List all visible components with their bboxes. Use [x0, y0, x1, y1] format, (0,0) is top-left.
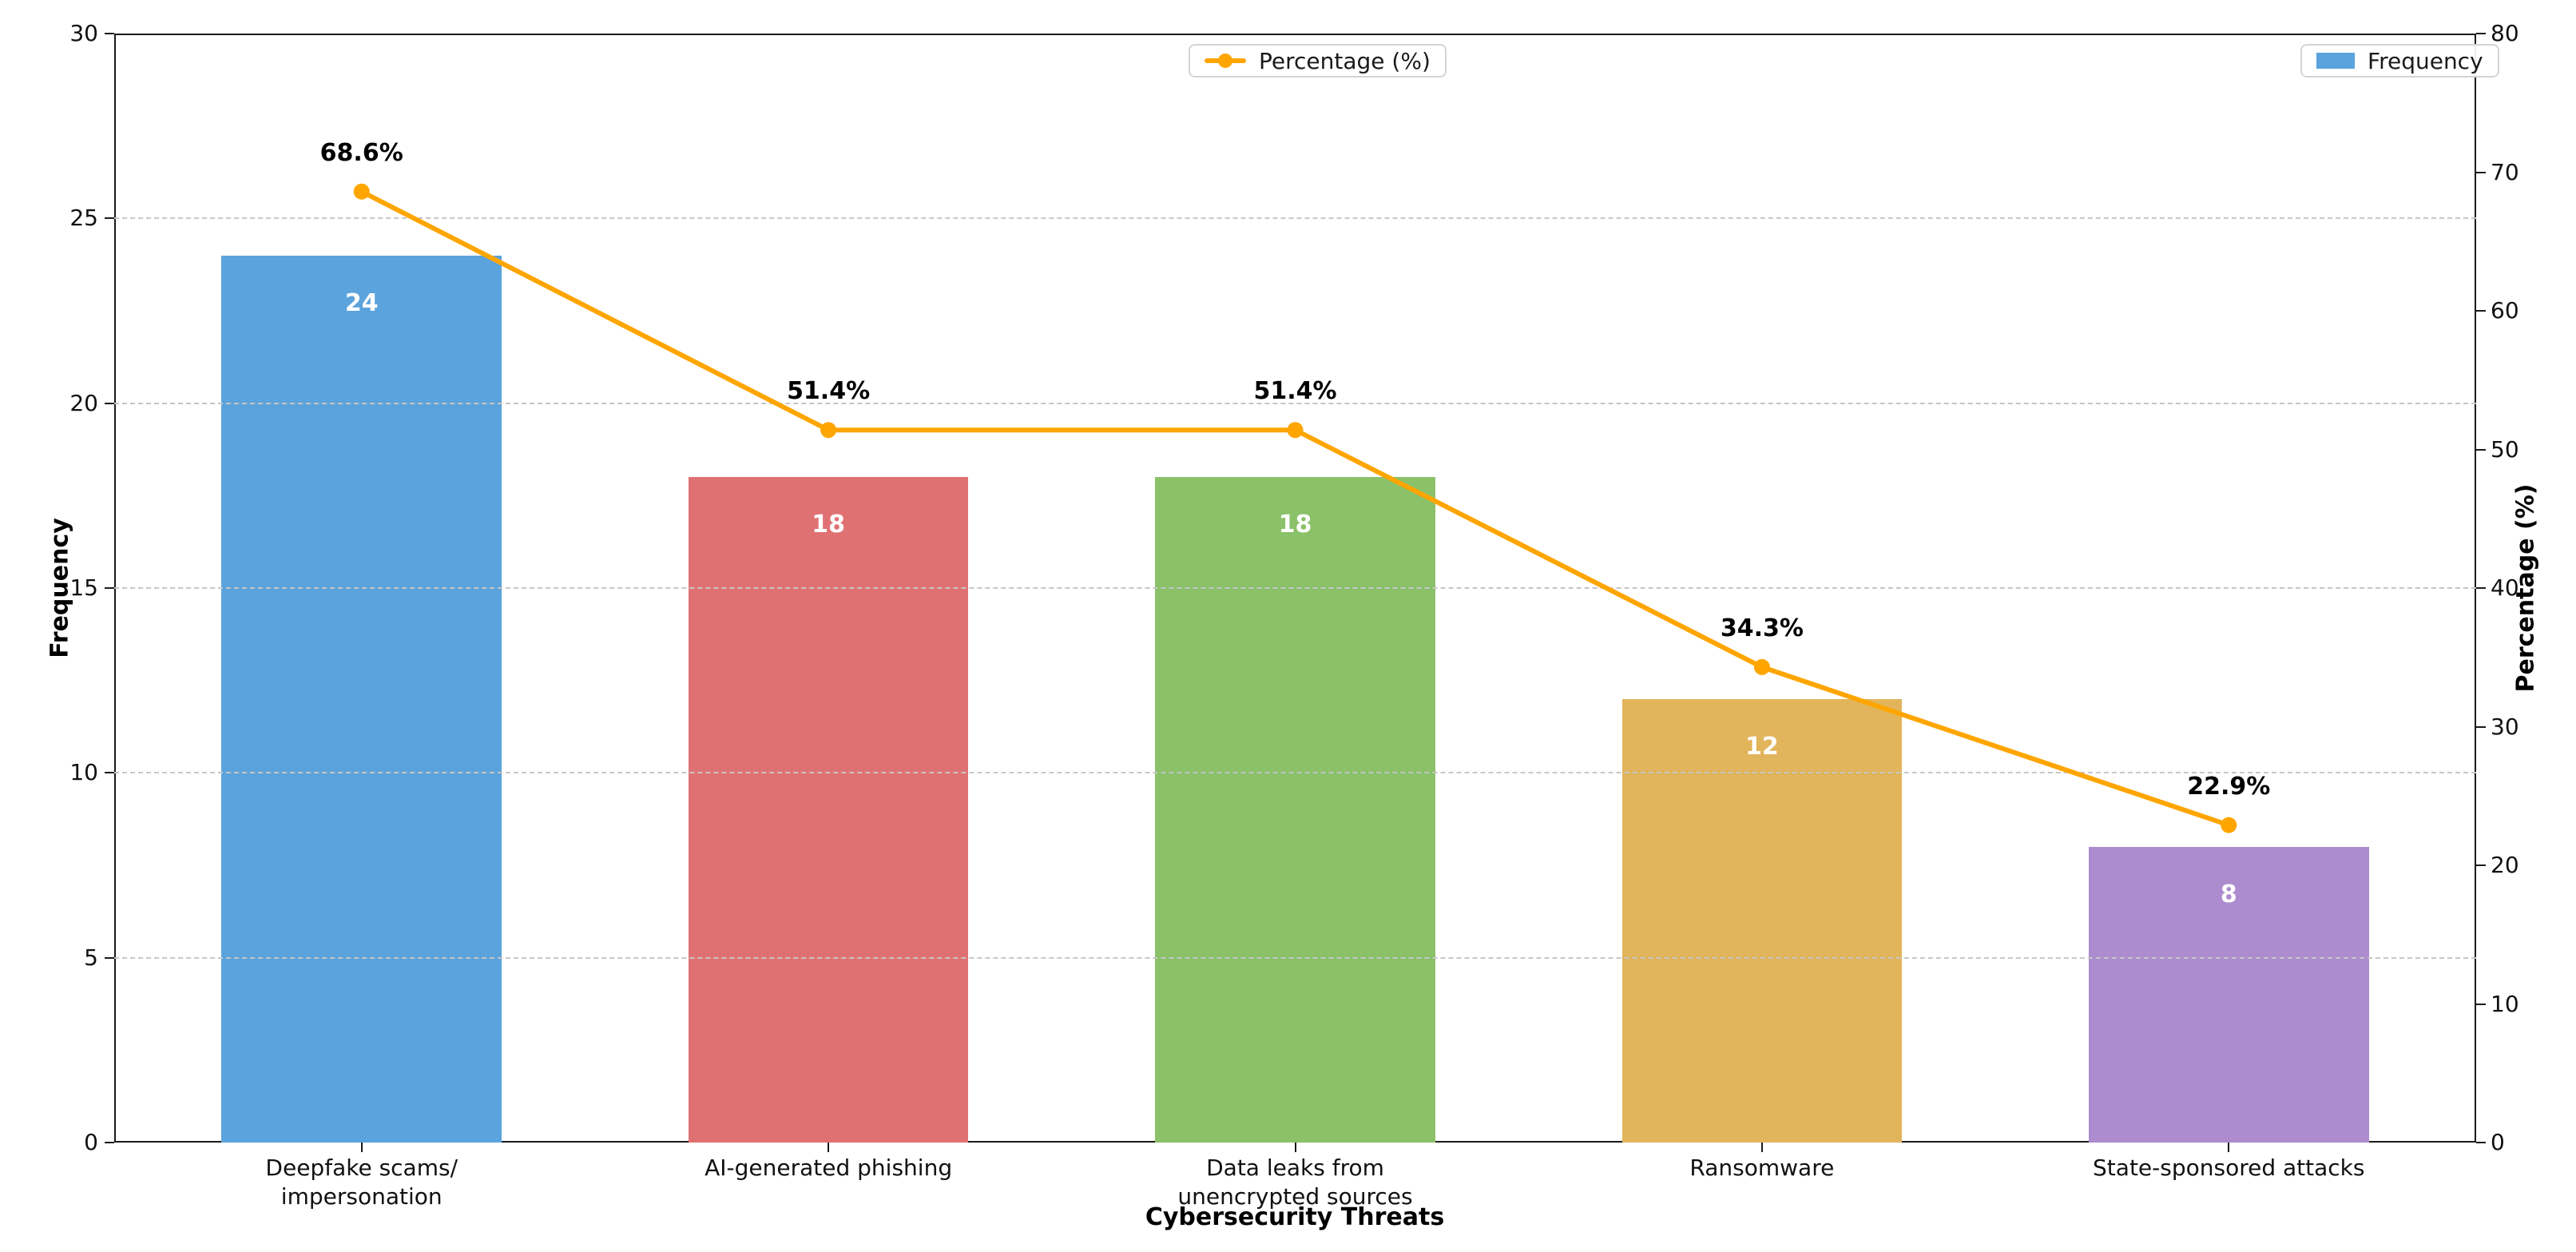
category-label: Deepfake scams/ — [265, 1155, 458, 1181]
left-y-tick-label: 5 — [84, 944, 98, 971]
right-y-tick — [2476, 864, 2486, 866]
bar-value-label: 18 — [1278, 511, 1312, 539]
left-y-tick-label: 25 — [69, 205, 98, 232]
right-y-tick — [2476, 33, 2486, 34]
grid-line — [114, 217, 2476, 220]
left-y-tick — [105, 402, 114, 404]
percentage-point-label: 51.4% — [787, 377, 871, 406]
percentage-point-label: 68.6% — [320, 138, 403, 167]
right-axis-title: Percentage (%) — [2511, 483, 2540, 693]
category-label: Ransomware — [1689, 1155, 1835, 1181]
left-y-tick — [105, 956, 114, 959]
left-y-tick-label: 0 — [84, 1129, 98, 1155]
right-y-tick-label: 10 — [2491, 990, 2519, 1017]
grid-line — [114, 587, 2476, 589]
left-y-tick — [105, 217, 114, 220]
right-y-tick-label: 0 — [2491, 1129, 2505, 1155]
right-y-tick — [2476, 1003, 2486, 1005]
percentage-point-label: 51.4% — [1253, 377, 1337, 406]
category-label: impersonation — [280, 1183, 443, 1210]
percentage-point-marker — [1753, 658, 1770, 675]
percentage-line-legend-icon — [1205, 54, 1246, 68]
legend-percentage-label: Percentage (%) — [1259, 47, 1431, 74]
right-y-tick-label: 60 — [2491, 297, 2519, 324]
right-y-tick-label: 30 — [2491, 713, 2519, 740]
right-y-tick-label: 40 — [2491, 574, 2519, 601]
x-tick — [2228, 1143, 2230, 1152]
legend-percentage: Percentage (%) — [1189, 44, 1447, 78]
percentage-marker-icon — [1218, 54, 1232, 68]
bar-value-label: 8 — [2220, 880, 2237, 908]
grid-line — [114, 956, 2476, 959]
right-y-tick — [2476, 448, 2486, 451]
category-label: State-sponsored attacks — [2093, 1155, 2365, 1181]
percentage-line — [353, 183, 2237, 833]
right-y-tick-label: 20 — [2491, 852, 2519, 878]
frequency-bar-legend-icon — [2316, 53, 2355, 69]
x-tick — [1760, 1143, 1763, 1152]
right-y-tick-label: 50 — [2491, 435, 2519, 463]
left-axis-title: Frequency — [46, 518, 74, 658]
right-y-tick — [2476, 171, 2486, 173]
percentage-point-label: 22.9% — [2187, 772, 2271, 801]
percentage-point-marker — [353, 183, 370, 200]
frequency-bar — [2088, 846, 2369, 1143]
grid-line — [114, 402, 2476, 404]
left-y-tick — [105, 587, 114, 589]
category-label: Data leaks from — [1206, 1155, 1384, 1181]
right-y-tick-label: 70 — [2491, 158, 2519, 185]
left-y-tick — [105, 772, 114, 774]
percentage-point-marker — [2221, 817, 2237, 833]
x-tick — [1294, 1143, 1296, 1152]
left-y-tick-label: 15 — [69, 574, 98, 601]
left-y-tick-label: 30 — [69, 20, 98, 46]
grid-line — [114, 772, 2476, 774]
right-y-tick — [2476, 725, 2486, 728]
bar-value-label: 18 — [812, 511, 845, 539]
category-label: AI-generated phishing — [705, 1155, 953, 1181]
percentage-point-marker — [820, 422, 837, 439]
x-axis-title: Cybersecurity Threats — [1145, 1203, 1445, 1231]
left-y-tick-label: 10 — [69, 759, 98, 786]
category-label: unencrypted sources — [1177, 1183, 1413, 1210]
left-y-tick — [105, 33, 114, 34]
left-y-tick-label: 20 — [69, 389, 98, 416]
legend-frequency: Frequency — [2300, 44, 2499, 78]
x-tick — [828, 1143, 830, 1152]
right-y-tick — [2476, 1142, 2486, 1143]
percentage-point-marker — [1287, 422, 1304, 439]
legend-frequency-label: Frequency — [2368, 47, 2483, 74]
bar-value-label: 12 — [1745, 732, 1779, 761]
right-y-tick-label: 80 — [2491, 20, 2519, 46]
left-y-tick — [105, 1142, 114, 1143]
bar-value-label: 24 — [344, 288, 379, 317]
x-tick — [360, 1143, 363, 1152]
right-y-tick — [2476, 310, 2486, 312]
percentage-point-label: 34.3% — [1720, 614, 1804, 642]
right-y-tick — [2476, 587, 2486, 589]
